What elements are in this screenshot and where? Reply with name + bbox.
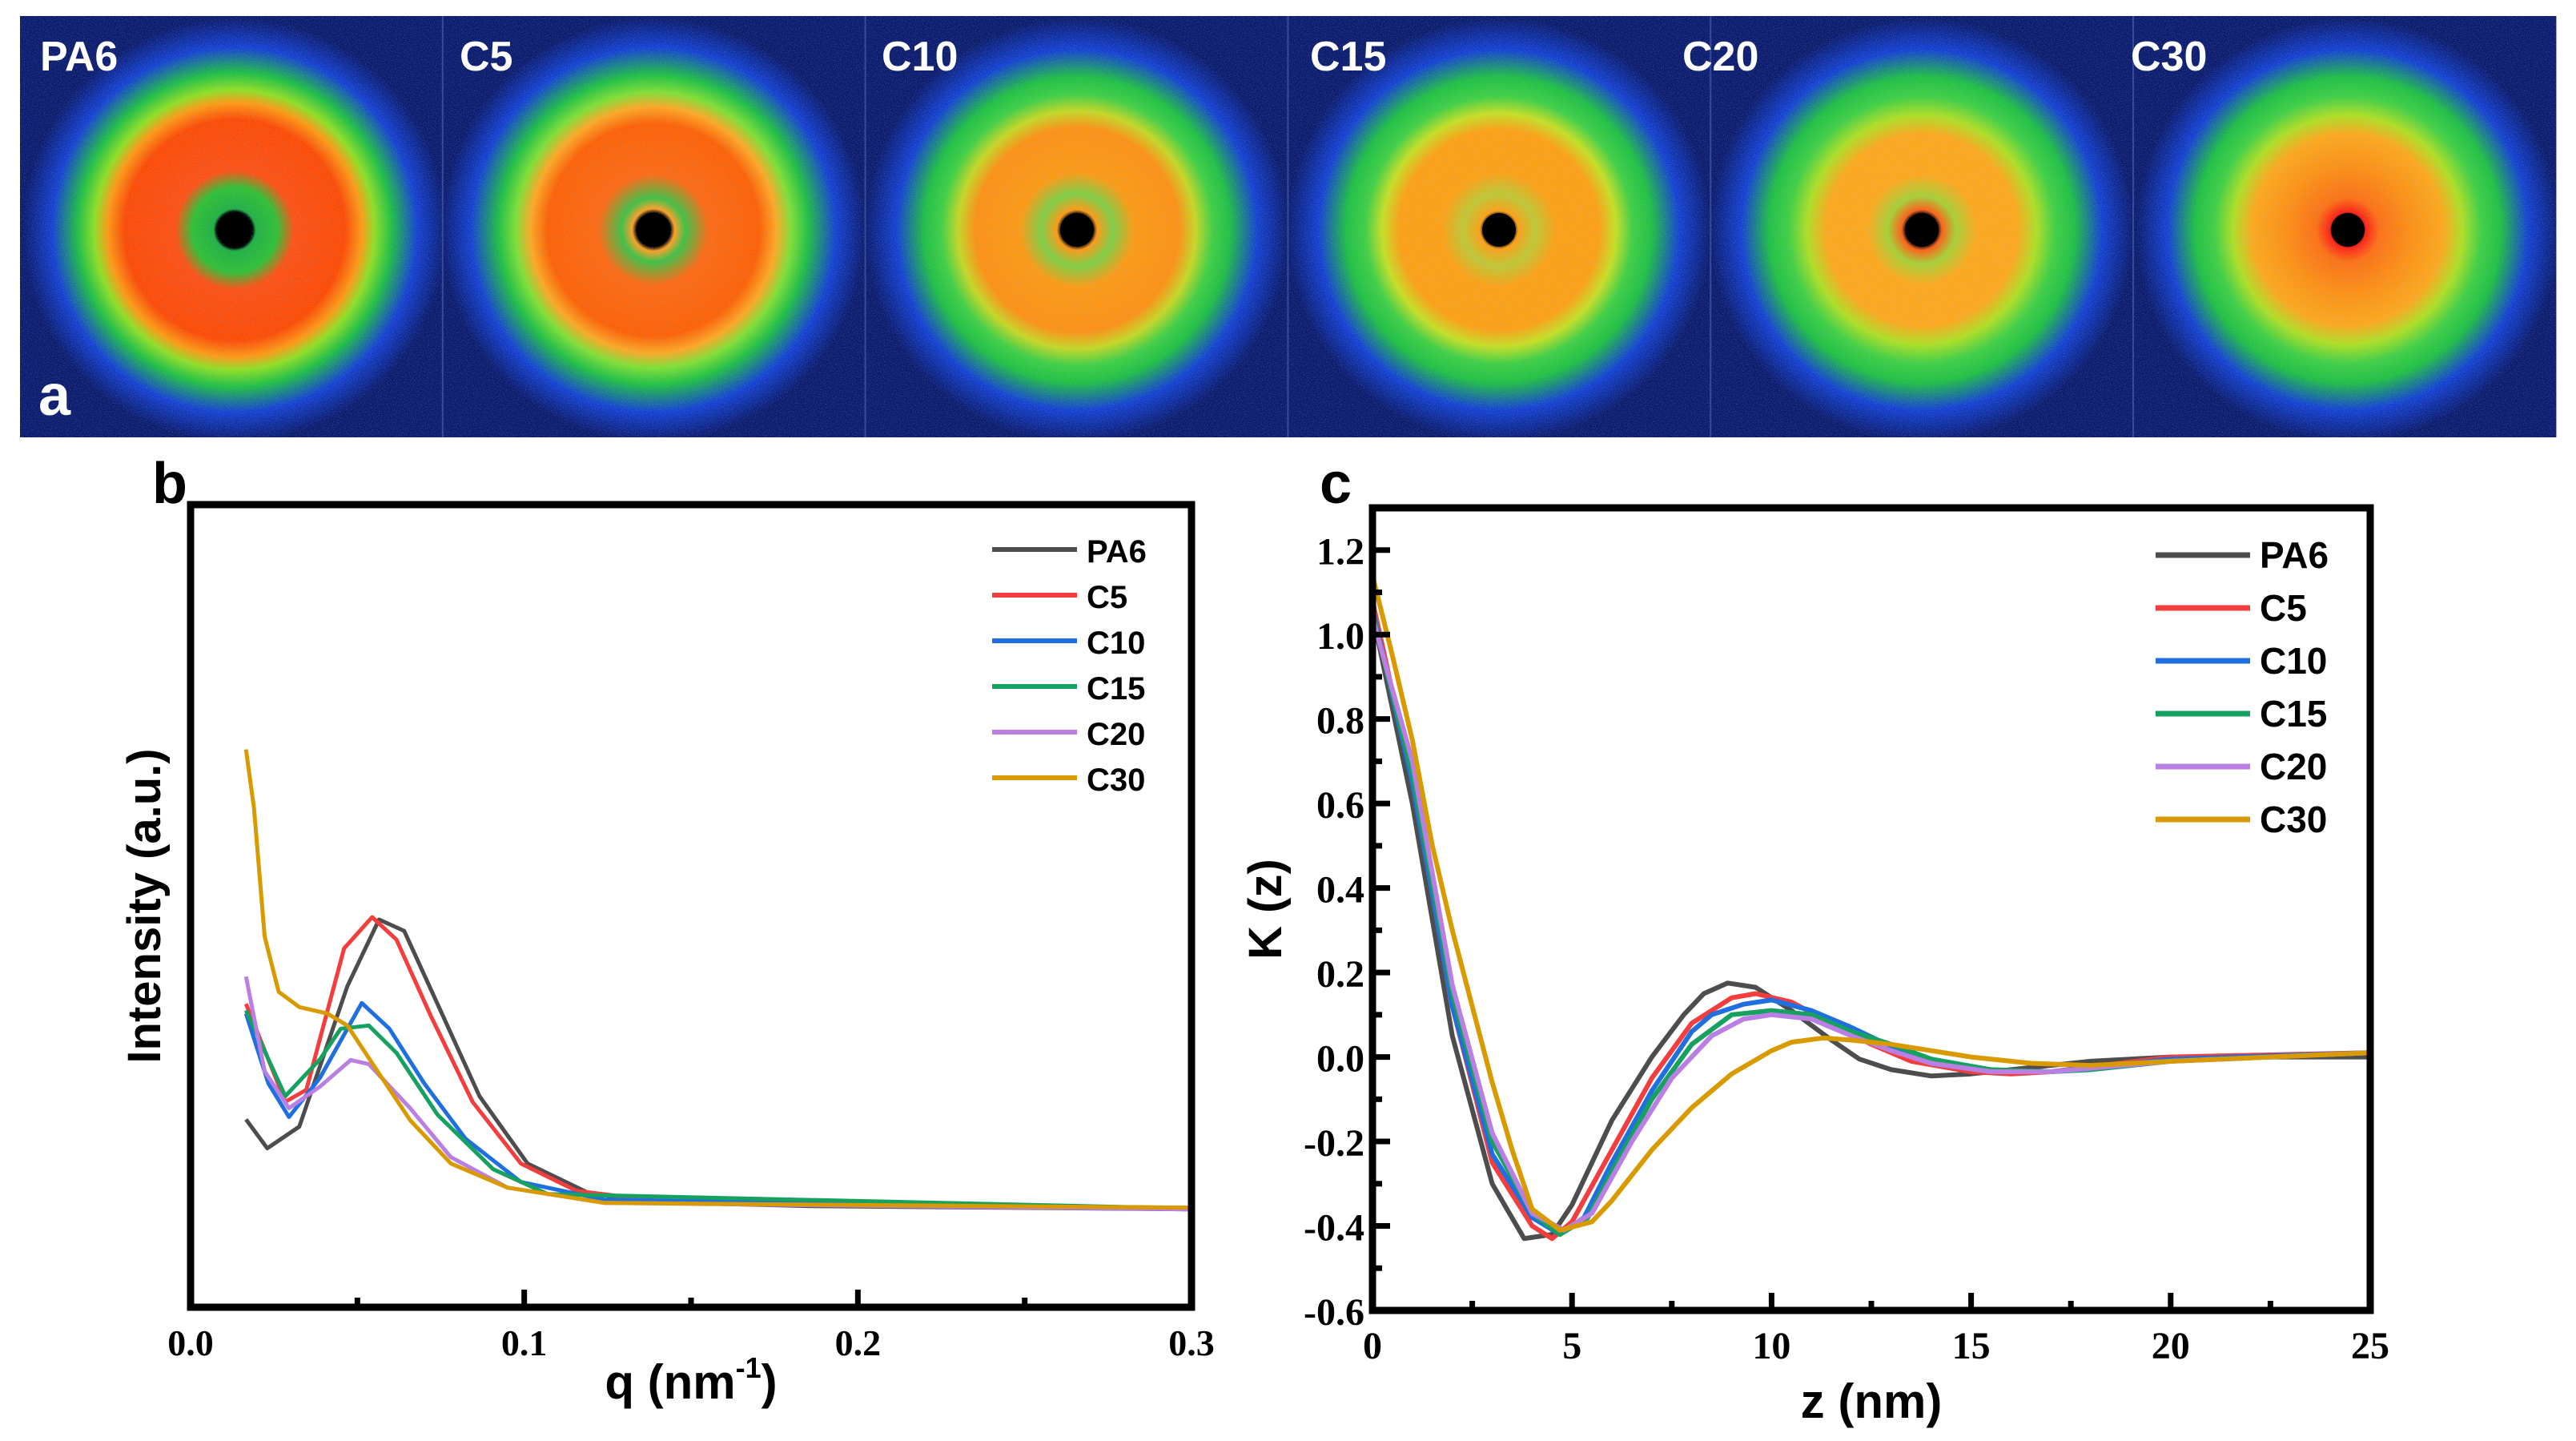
beam-stop	[2331, 213, 2365, 247]
series-line-pa6	[1372, 613, 2370, 1242]
legend-item: C15	[2156, 693, 2327, 735]
beam-stop	[218, 213, 251, 247]
sample-label: C30	[2131, 34, 2207, 80]
legend-item: C5	[992, 580, 1127, 615]
legend-label: C15	[1087, 671, 1145, 706]
legend-label: C20	[2260, 746, 2327, 787]
sample-label: C5	[460, 34, 512, 80]
legend-label: C15	[2260, 693, 2327, 735]
series-line-c20	[243, 976, 1192, 1212]
x-tick-label: 20	[2152, 1325, 2190, 1367]
x-axis-title-main: q (nm	[605, 1355, 735, 1409]
beam-stop	[637, 213, 670, 247]
legend-item: C30	[992, 763, 1145, 798]
beam-stop	[1482, 213, 1516, 247]
series-group	[243, 749, 1192, 1212]
panel-b-letter: b	[152, 452, 187, 516]
x-tick-label: 0	[1363, 1325, 1382, 1367]
y-tick-label: 1.0	[1316, 615, 1364, 658]
x-axis-title: z (nm)	[1801, 1375, 1943, 1428]
plot-frame	[187, 501, 1196, 1311]
legend-item: C5	[2156, 587, 2307, 629]
legend-label: C10	[1087, 626, 1145, 661]
series-line-c5	[243, 915, 1192, 1210]
legend: PA6 C5 C10 C15 C20 C30	[2156, 534, 2329, 840]
legend-label: PA6	[1087, 534, 1147, 570]
y-tick-label: -0.4	[1304, 1207, 1364, 1250]
y-tick-label: 0.0	[1316, 1038, 1364, 1081]
beam-stop	[1905, 213, 1939, 247]
x-tick-label: 25	[2351, 1325, 2389, 1367]
sample-label: C20	[1682, 34, 1758, 80]
saxs-intensity-chart: 0.0 0.1 0.2 0.3 q (nm-1) Intensity (a.u.) PA6 C…	[119, 501, 1215, 1409]
y-axis-title: K (z)	[1240, 859, 1292, 960]
x-axis-title: q (nm-1)	[605, 1351, 777, 1409]
series-line-c5	[1372, 600, 2370, 1242]
saxs-pattern-c10: C10	[864, 16, 1288, 437]
legend-label: C20	[1087, 717, 1145, 752]
legend: PA6 C5 C10 C15 C20 C30	[992, 534, 1147, 798]
y-tick-label: 0.6	[1316, 784, 1364, 827]
saxs-pattern-c15: C15	[1287, 16, 1711, 437]
series-line-c10	[243, 1000, 1192, 1212]
y-axis-title: Intensity (a.u.)	[119, 748, 171, 1063]
legend-item: PA6	[992, 534, 1147, 570]
saxs-pattern-c20: C20	[1682, 16, 2134, 437]
panel-c-letter: c	[1320, 452, 1352, 516]
x-tick-label: 0.0	[167, 1322, 214, 1363]
legend-item: C10	[992, 626, 1145, 661]
x-axis-title-main: z (nm)	[1801, 1375, 1943, 1428]
x-tick-label: 0.3	[1168, 1322, 1215, 1363]
panel-a-letter: a	[38, 364, 71, 428]
legend-item: C30	[2156, 799, 2327, 840]
x-tick-label: 10	[1752, 1325, 1790, 1367]
y-tick-label: -0.6	[1304, 1291, 1364, 1334]
legend-label: C5	[1087, 580, 1127, 615]
saxs-pattern-pa6: PA6	[20, 16, 444, 437]
saxs-pattern-strip: PA6 C5 C10 C15 C20 C30	[20, 16, 2557, 437]
saxs-pattern-c30: C30	[2131, 16, 2557, 437]
legend-item: C10	[2156, 640, 2327, 682]
x-tick-label: 15	[1952, 1325, 1991, 1367]
legend-item: C20	[2156, 746, 2327, 787]
series-line-c10	[1372, 608, 2370, 1238]
correlation-function-chart: 0 5 10 15 20 25 -0.6 -0.4 -0.2 0.0 0.2 0.4 0.6 0.8 1.0…	[1240, 504, 2389, 1428]
legend-label: C30	[2260, 799, 2327, 840]
y-tick-label: 0.2	[1316, 953, 1364, 996]
legend-label: C30	[1087, 763, 1145, 798]
y-tick-label: 0.8	[1316, 700, 1364, 743]
x-axis-title-superscript: -1	[736, 1351, 762, 1384]
beam-stop	[1060, 213, 1094, 247]
y-tick-label: 1.2	[1316, 531, 1364, 574]
x-tick-label: 5	[1562, 1325, 1581, 1367]
series-line-c30	[243, 749, 1192, 1210]
series-line-pa6	[244, 917, 1192, 1212]
sample-label: PA6	[40, 34, 118, 80]
x-tick-label: 0.1	[501, 1322, 548, 1363]
y-tick-label: -0.2	[1304, 1122, 1364, 1165]
series-line-c15	[1372, 613, 2370, 1238]
sample-label: C15	[1310, 34, 1386, 80]
legend-item: PA6	[2156, 534, 2329, 576]
legend-label: C10	[2260, 640, 2327, 682]
legend-item: C20	[992, 717, 1145, 752]
series-line-c30	[1372, 574, 2370, 1233]
legend-label: PA6	[2260, 534, 2329, 576]
x-tick-label: 0.2	[835, 1322, 882, 1363]
legend-label: C5	[2260, 587, 2307, 629]
series-line-c15	[243, 1009, 1192, 1211]
series-group	[1372, 574, 2370, 1242]
saxs-pattern-c5: C5	[441, 16, 866, 437]
sample-label: C10	[882, 34, 958, 80]
series-line-c20	[1372, 617, 2370, 1233]
y-tick-label: 0.4	[1316, 869, 1364, 912]
legend-item: C15	[992, 671, 1145, 706]
x-axis-title-end: )	[762, 1355, 778, 1409]
